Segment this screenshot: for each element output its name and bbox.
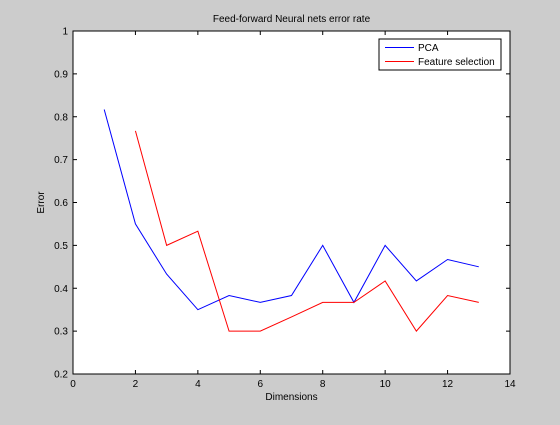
y-tick-label: 0.3 (54, 327, 68, 338)
x-tick-label: 12 (442, 379, 454, 390)
ticks-layer: 0 2 4 6 8 10 12 14 0.2 0.3 0.4 0.5 0.6 0.7 0.8 0.9 1 (54, 27, 516, 391)
y-tick-label: 0.8 (54, 112, 68, 123)
plot-area (73, 31, 510, 374)
x-tick-label: 0 (70, 379, 76, 390)
series-line-pca (103, 109, 479, 311)
y-tick-label: 1 (62, 27, 68, 38)
x-tick-label: 2 (133, 379, 139, 390)
legend-label-pca: PCA (418, 43, 439, 54)
legend-box (378, 38, 502, 71)
x-tick-label: 10 (380, 379, 392, 390)
y-tick-label: 0.6 (54, 198, 68, 209)
legend: PCA Feature selection (378, 38, 502, 71)
series-layer (103, 109, 479, 332)
y-tick-label: 0.5 (54, 241, 68, 252)
x-tick-label: 6 (258, 379, 264, 390)
x-tick-label: 14 (504, 379, 516, 390)
series-line-feature-selection (134, 130, 479, 332)
y-tick-label: 0.9 (54, 69, 68, 80)
y-tick-label: 0.2 (54, 370, 68, 381)
y-tick-label: 0.4 (54, 284, 68, 295)
chart-title: Feed-forward Neural nets error rate (213, 14, 371, 25)
legend-label-feature-selection: Feature selection (418, 57, 495, 68)
x-axis-title: Dimensions (265, 392, 317, 403)
y-axis-title: Error (36, 191, 47, 214)
x-tick-label: 8 (320, 379, 326, 390)
x-tick-label: 4 (195, 379, 201, 390)
y-tick-label: 0.7 (54, 155, 68, 166)
